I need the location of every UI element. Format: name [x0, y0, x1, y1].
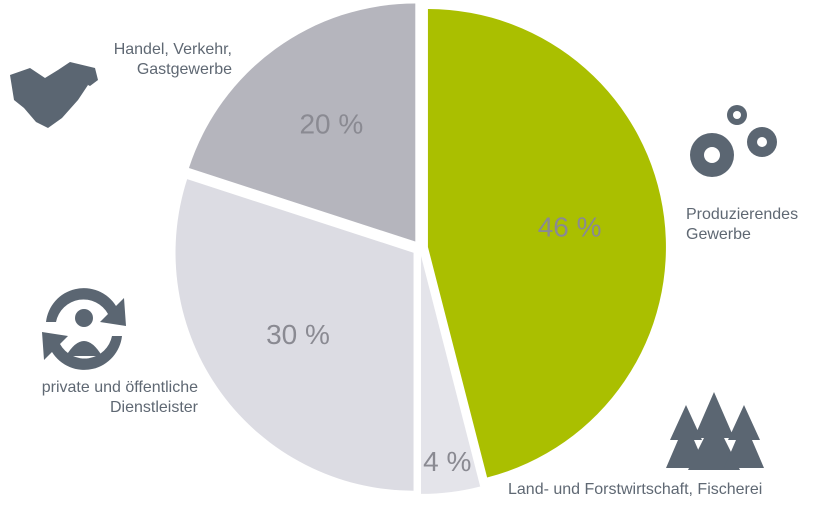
slices: [175, 3, 666, 494]
pie-slice: [188, 3, 416, 242]
handshake-icon: [10, 62, 98, 128]
value-label: 20 %: [299, 108, 363, 139]
pie-slice: [427, 8, 666, 478]
trees-icon: [666, 392, 764, 470]
category-label: Produzierendes Gewerbe: [686, 206, 799, 243]
person-cycle-icon: [42, 288, 126, 370]
value-label: 30 %: [266, 319, 330, 350]
gears-icon: [690, 105, 777, 177]
value-label: 46 %: [538, 211, 602, 242]
category-label: Land- und Forstwirtschaft, Fischerei: [508, 481, 763, 498]
category-label: private und öffentliche Dienstleister: [41, 379, 198, 416]
pie-slice: [175, 179, 414, 491]
pie-slice: [421, 255, 481, 494]
category-label: Handel, Verkehr, Gastgewerbe: [113, 41, 232, 78]
value-labels: 46 % 4 % 30 % 20 %: [266, 108, 601, 477]
value-label: 4 %: [423, 446, 471, 477]
